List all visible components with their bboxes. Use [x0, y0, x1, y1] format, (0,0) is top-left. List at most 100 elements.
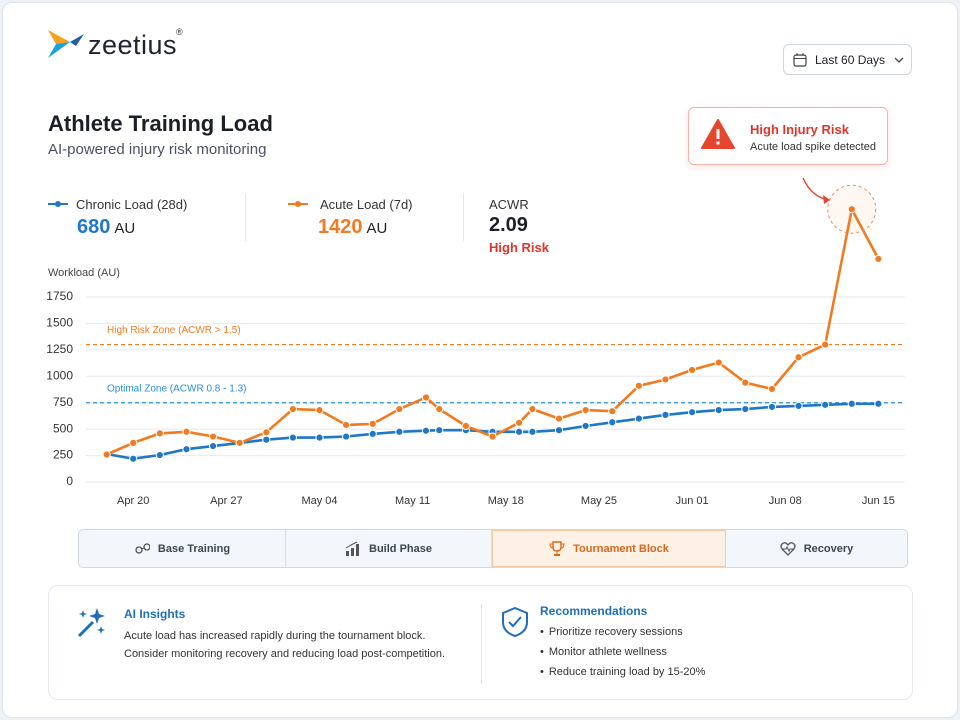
data-point	[368, 419, 377, 428]
insights-line: Acute load has increased rapidly during …	[124, 630, 426, 642]
x-tick-label: Apr 20	[117, 495, 149, 507]
x-tick-label: May 04	[301, 495, 337, 507]
data-point	[421, 426, 431, 435]
x-tick-label: Apr 27	[210, 495, 242, 507]
stat-value: 1420 AU	[318, 216, 387, 239]
y-tick-label: 1250	[46, 342, 73, 356]
data-point	[821, 400, 830, 409]
divider	[463, 193, 464, 241]
data-point	[262, 435, 271, 444]
data-point	[767, 402, 777, 412]
date-range-dropdown[interactable]: Last 60 Days	[783, 44, 912, 75]
risk-alert: High Injury Risk Acute load spike detect…	[688, 107, 888, 165]
acwr-status: High Risk	[489, 240, 549, 255]
phase-tab[interactable]: Tournament Block	[492, 530, 726, 567]
data-point	[608, 418, 617, 427]
data-point	[821, 340, 830, 349]
data-point	[581, 421, 590, 431]
data-point	[129, 438, 138, 447]
phase-tab[interactable]: Build Phase	[286, 530, 492, 567]
data-point	[129, 454, 138, 463]
data-point	[315, 433, 324, 442]
data-point	[528, 404, 537, 414]
data-point	[435, 404, 444, 414]
divider	[245, 193, 246, 241]
stat-label: Acute Load (7d)	[320, 197, 413, 212]
data-point	[687, 408, 697, 417]
data-point	[208, 432, 218, 441]
data-point	[634, 414, 643, 423]
divider	[481, 604, 482, 684]
data-point	[661, 375, 670, 384]
data-point	[874, 399, 883, 408]
registered-mark: ®	[176, 27, 183, 37]
data-point	[634, 381, 643, 390]
recommendations-list: Prioritize recovery sessionsMonitor athl…	[540, 622, 706, 682]
insights-line: Consider monitoring recovery and reducin…	[124, 648, 446, 660]
data-point	[488, 432, 497, 441]
data-point	[262, 428, 271, 437]
sparkle-icon	[77, 608, 105, 638]
data-point	[741, 404, 750, 414]
y-tick-label: 750	[53, 395, 73, 409]
phase-label: Recovery	[803, 542, 854, 555]
x-tick-label: Jun 15	[862, 495, 895, 507]
stat-unit: AU	[114, 220, 136, 237]
recommendation-item: Monitor athlete wellness	[540, 642, 705, 662]
stat-label: Chronic Load (28d)	[76, 197, 188, 212]
y-tick-label: 500	[53, 421, 73, 435]
data-point	[208, 441, 218, 451]
y-tick-label: 1750	[46, 289, 73, 303]
zone-label: High Risk Zone (ACWR > 1.5)	[107, 325, 241, 336]
stat-unit: AU	[366, 220, 388, 237]
phase-tabs: Base Training Build Phase Tournament Block…	[78, 529, 908, 568]
data-point	[554, 426, 564, 435]
x-tick-label: Jun 01	[676, 495, 709, 507]
alert-text: Acute load spike detected	[750, 141, 876, 153]
data-point	[741, 378, 750, 387]
data-point	[315, 406, 324, 415]
legend-chronic	[48, 201, 68, 207]
peak-highlight	[827, 184, 877, 234]
zone-label: Optimal Zone (ACWR 0.8 - 1.3)	[107, 383, 246, 394]
x-tick-label: Jun 08	[769, 495, 802, 507]
data-point	[767, 384, 777, 394]
data-point	[847, 399, 856, 408]
brand-name: zeetius	[88, 30, 178, 60]
data-point	[395, 427, 404, 436]
data-point	[581, 406, 590, 415]
insights-text: Acute load has increased rapidly during …	[124, 627, 445, 663]
insights-title: AI Insights	[124, 607, 186, 621]
data-point	[608, 407, 617, 416]
data-point	[528, 427, 537, 436]
y-tick-label: 250	[53, 448, 73, 462]
data-point	[515, 427, 524, 436]
data-point	[182, 427, 191, 436]
arrow-head	[823, 195, 830, 204]
phase-tab[interactable]: Base Training	[79, 530, 286, 567]
data-point	[515, 418, 524, 427]
title: Athlete Training Load	[48, 111, 273, 136]
stat-number: 680	[77, 216, 111, 238]
alert-arrow	[802, 177, 831, 201]
recommendation-item: Reduce training load by 15-20%	[540, 662, 706, 682]
data-point	[461, 421, 470, 431]
chevron	[894, 57, 904, 63]
stat-value: 680 AU	[77, 216, 135, 239]
recommendation-item: Prioritize recovery sessions	[540, 622, 705, 642]
x-tick-label: May 18	[488, 495, 524, 507]
data-point	[155, 429, 164, 438]
data-point	[714, 406, 723, 415]
data-point	[794, 353, 803, 362]
date-range-label: Last 60 Days	[815, 53, 886, 67]
subtitle: AI-powered injury risk monitoring	[48, 141, 267, 158]
phase-tab[interactable]: Recovery	[726, 530, 907, 567]
data-point	[847, 205, 856, 214]
phase-icon	[135, 542, 150, 554]
data-point	[435, 426, 444, 435]
data-point	[368, 429, 377, 438]
data-point	[342, 420, 351, 430]
y-tick-label: 1500	[46, 316, 73, 330]
data-point	[288, 433, 298, 442]
